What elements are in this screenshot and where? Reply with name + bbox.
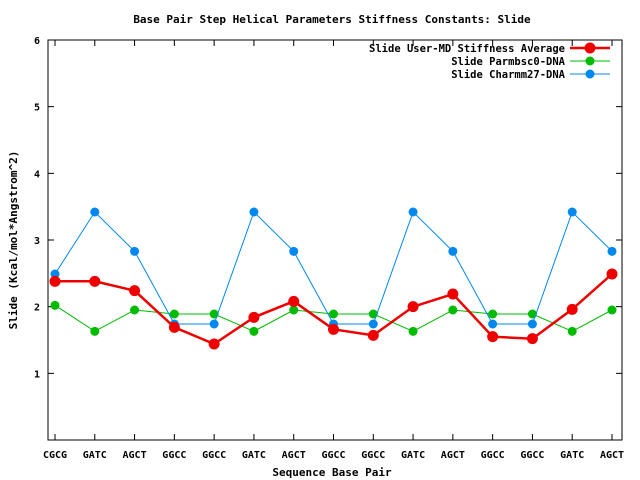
data-point [606,268,618,280]
data-point [329,309,338,319]
data-point [567,326,577,336]
x-tick-label: GGCC [520,450,544,461]
data-point [328,323,339,335]
x-tick-label: AGCT [600,450,624,461]
data-point [289,246,299,256]
data-point [407,301,419,313]
y-tick-label: 5 [34,103,40,114]
data-point [209,319,219,329]
data-point [49,275,61,287]
x-tick-label: GGCC [361,450,385,461]
legend-swatch-marker [585,69,595,79]
x-tick-label: AGCT [123,450,147,461]
data-point [130,246,140,256]
data-point [487,331,499,343]
x-tick-label: GATC [560,450,584,461]
data-point [607,305,617,315]
series-1 [49,268,618,350]
x-tick-label: GGCC [321,450,345,461]
data-point [289,305,299,315]
y-tick-label: 1 [34,369,40,380]
legend-label: Slide Parmbsc0-DNA [451,56,565,68]
data-point [168,321,180,333]
legend-label: Slide Charmm27-DNA [451,69,565,81]
data-point [526,333,538,345]
series-line [54,211,613,325]
chart-title: Base Pair Step Helical Parameters Stiffn… [133,13,531,26]
series-2 [50,300,617,336]
x-tick-label: GGCC [481,450,505,461]
x-tick-label: GGCC [202,450,226,461]
data-point [89,275,101,287]
legend-swatch-marker [585,56,595,66]
x-axis-label: Sequence Base Pair [272,466,392,479]
x-tick-label: GATC [242,450,266,461]
y-axis: 1 2 3 4 5 6 [34,36,622,380]
data-point [248,311,260,323]
data-point [367,329,379,341]
data-point [169,309,179,319]
data-point [50,269,60,279]
data-point [488,319,498,329]
data-point [448,305,458,315]
y-tick-label: 4 [34,169,40,180]
y-axis-label: Slide (Kcal/mol*Angstrom^2) [7,151,20,330]
plot-frame [47,39,623,441]
data-point [288,295,300,307]
x-tick-label: AGCT [441,450,465,461]
y-tick-label: 2 [34,303,40,314]
data-point [368,319,378,329]
x-tick-label: AGCT [282,450,306,461]
x-axis: CGCG GATC AGCT GGCC GGCC GATC AGCT GGCC GGCC GATC… [43,40,624,461]
legend-label: Slide User-MD Stiffness Average [369,43,565,55]
data-point [408,207,418,217]
y-tick-label: 3 [34,236,40,247]
legend-swatch-marker [584,42,596,54]
data-point [567,207,577,217]
data-point [50,300,60,310]
data-point [447,288,459,300]
data-point [249,207,259,217]
series-layer [49,207,618,350]
data-point [448,246,458,256]
x-tick-label: CGCG [43,450,67,461]
data-point [249,326,259,336]
data-point [130,305,140,315]
x-tick-label: GATC [401,450,425,461]
data-point [90,207,100,217]
x-tick-label: GATC [83,450,107,461]
x-tick-label: GGCC [162,450,186,461]
data-point [527,319,537,329]
data-point [607,246,617,256]
data-point [566,303,578,315]
data-point [129,285,141,297]
data-point [208,338,220,350]
data-point [488,309,498,319]
data-point [408,326,418,336]
data-point [90,326,100,336]
y-tick-label: 6 [34,36,40,47]
